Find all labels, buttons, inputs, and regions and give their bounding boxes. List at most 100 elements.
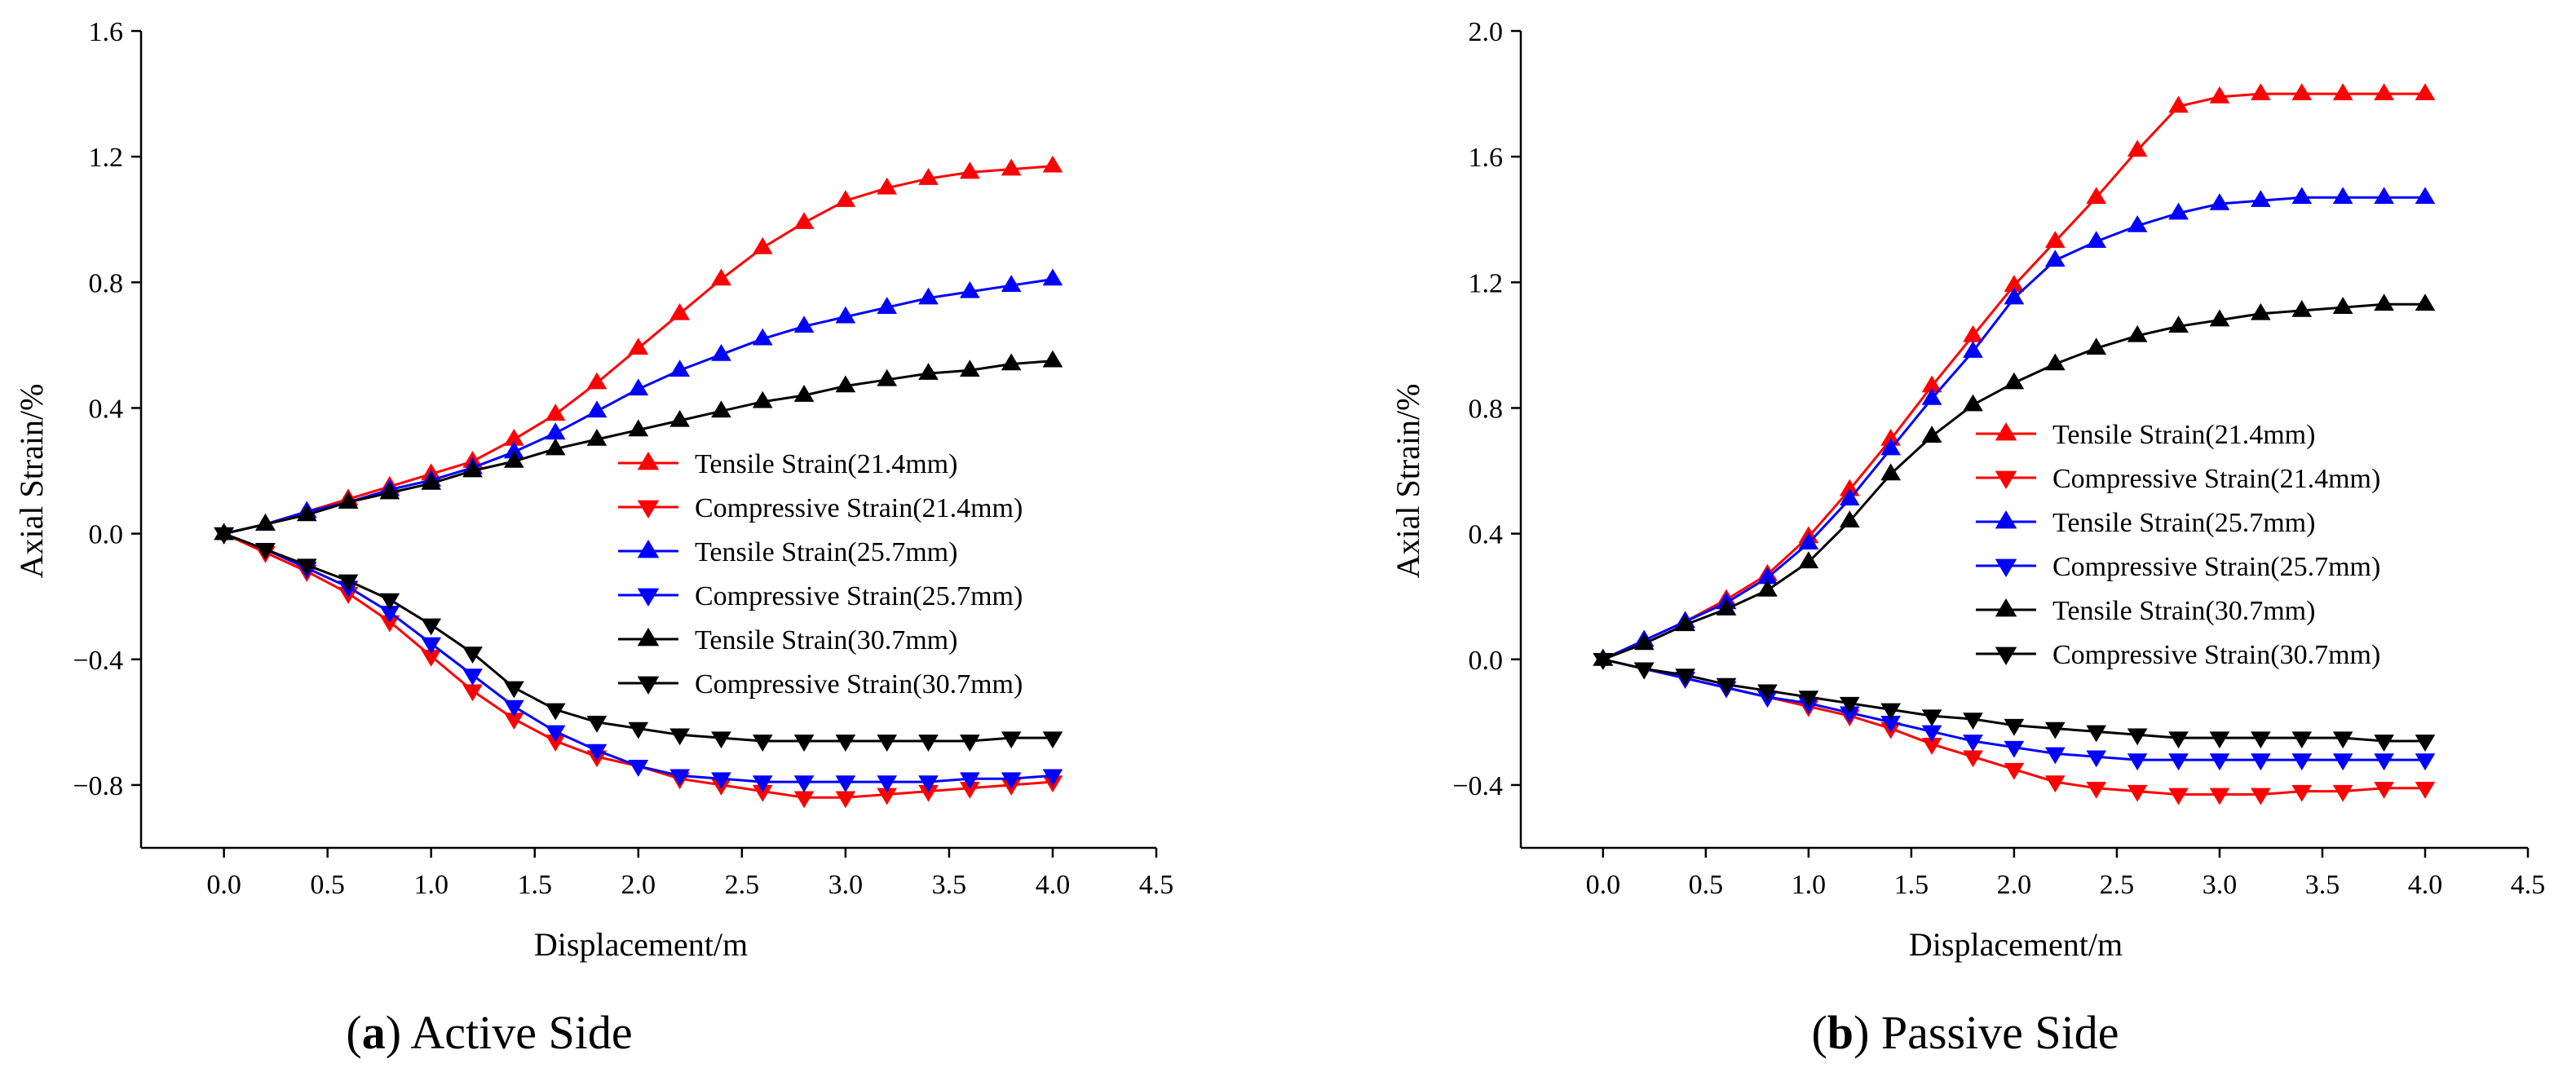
data-point	[503, 699, 524, 717]
data-point	[1921, 426, 1942, 443]
data-point	[793, 775, 815, 793]
data-point	[2086, 750, 2107, 768]
data-point	[379, 606, 400, 623]
data-point	[628, 760, 649, 777]
y-tick-label: 1.2	[1469, 268, 1504, 298]
data-point	[752, 775, 773, 793]
legend-marker	[1995, 598, 2017, 617]
data-point	[752, 236, 773, 254]
x-tick-label: 3.0	[828, 870, 864, 900]
data-point	[1042, 155, 1063, 173]
data-point	[2004, 275, 2025, 292]
data-point	[628, 419, 649, 437]
data-point	[2004, 740, 2025, 758]
x-tick-label: 3.0	[2203, 870, 2238, 900]
data-point	[669, 409, 690, 427]
data-point	[959, 772, 980, 790]
data-point	[545, 438, 566, 456]
data-point	[2374, 293, 2394, 311]
data-point	[1880, 703, 1902, 721]
data-point	[2415, 187, 2436, 205]
data-point	[918, 363, 939, 380]
data-point	[1921, 738, 1942, 755]
y-tick-label: 0.4	[1469, 520, 1504, 550]
y-tick-label: 2.0	[1469, 17, 1504, 47]
data-point	[2250, 190, 2271, 207]
y-tick-label: 1.6	[89, 17, 124, 47]
legend-marker	[637, 588, 660, 607]
data-point	[2044, 353, 2066, 371]
data-point	[2168, 95, 2189, 113]
data-point	[835, 306, 856, 324]
data-point	[2209, 753, 2230, 771]
data-point	[2209, 192, 2230, 210]
panel-active-side: (a) Active Side Displacement/m Axial Str…	[13, 17, 1173, 1059]
data-point	[918, 735, 939, 752]
data-point	[2291, 299, 2313, 317]
data-point	[669, 302, 690, 320]
data-point	[1921, 725, 1942, 743]
y-tick-label: 0.8	[1469, 394, 1504, 424]
legend-label: Compressive Strain(25.7mm)	[695, 581, 1023, 611]
x-axis-title: Displacement/m	[534, 926, 748, 963]
data-point	[2086, 231, 2107, 249]
data-point	[2332, 187, 2353, 205]
data-point	[462, 460, 483, 478]
data-point	[2415, 781, 2436, 799]
legend-label: Compressive Strain(30.7mm)	[695, 669, 1023, 699]
data-point	[1880, 716, 1902, 733]
data-point	[586, 372, 608, 390]
data-point	[1001, 772, 1022, 790]
legend-marker	[1995, 510, 2017, 529]
data-point	[545, 422, 566, 440]
data-point	[2291, 753, 2313, 771]
y-tick-label: 0.0	[89, 520, 124, 550]
x-tick-label: 0.0	[206, 870, 241, 900]
data-point	[379, 482, 400, 500]
y-tick-label: 0.0	[1469, 646, 1504, 676]
data-point	[711, 343, 731, 361]
data-point	[255, 543, 276, 560]
data-point	[711, 731, 731, 749]
panel-passive-side: (b) Passive Side Displacement/m Axial St…	[1390, 17, 2545, 1059]
data-point	[877, 775, 898, 793]
data-point	[2209, 86, 2230, 104]
x-tick-label: 0.5	[1689, 870, 1724, 900]
data-point	[2168, 731, 2189, 749]
data-point	[2415, 753, 2436, 771]
data-point	[255, 514, 276, 531]
data-point	[2086, 781, 2107, 799]
data-point	[793, 791, 815, 809]
data-point	[752, 328, 773, 346]
legend-label: Tensile Strain(25.7mm)	[695, 537, 957, 567]
x-tick-label: 4.0	[1036, 870, 1071, 900]
data-point	[1921, 375, 1942, 393]
y-tick-label: 0.8	[89, 268, 124, 298]
data-point	[379, 615, 400, 633]
x-tick-label: 2.0	[621, 870, 656, 900]
legend-label: Tensile Strain(21.4mm)	[2052, 420, 2315, 450]
data-point	[1001, 158, 1022, 176]
data-point	[2250, 788, 2271, 805]
data-point	[918, 784, 939, 802]
data-point	[2168, 753, 2189, 771]
data-point	[2168, 788, 2189, 805]
data-point	[2332, 784, 2353, 802]
caption-b: (b) Passive Side	[1811, 1006, 2119, 1059]
y-axis-title: Axial Strain/%	[1390, 384, 1426, 579]
data-point	[669, 360, 690, 377]
data-point	[2004, 372, 2025, 390]
series-6	[1593, 652, 2436, 752]
data-point	[2332, 731, 2353, 749]
data-point	[2374, 781, 2394, 799]
legend-label: Tensile Strain(25.7mm)	[2052, 508, 2315, 538]
legend-label: Tensile Strain(21.4mm)	[695, 449, 957, 479]
data-point	[2291, 784, 2313, 802]
data-point	[669, 728, 690, 746]
data-point	[1963, 750, 1983, 768]
data-point	[835, 190, 856, 207]
data-point	[2415, 83, 2436, 100]
data-point	[877, 368, 898, 386]
data-point	[1633, 662, 1655, 680]
